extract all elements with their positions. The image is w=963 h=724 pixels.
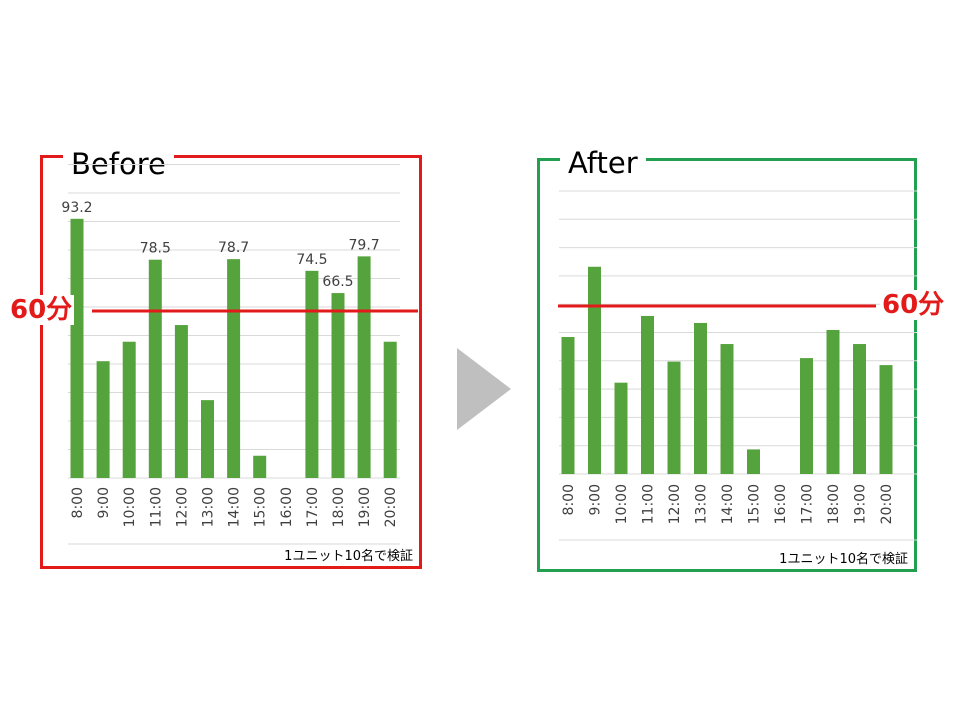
before-threshold-label: 60分 xyxy=(8,295,75,325)
after-bar xyxy=(720,344,734,474)
before-tick-label: 11:00 xyxy=(148,487,164,527)
after-tick-label: 20:00 xyxy=(879,484,895,524)
after-bar xyxy=(747,449,760,474)
before-bar xyxy=(253,455,267,478)
before-tick-label: 9:00 xyxy=(96,487,112,518)
after-bar xyxy=(879,365,893,474)
after-tick-label: 16:00 xyxy=(773,484,789,524)
before-note: 1ユニット10名で検証 xyxy=(284,549,413,564)
before-title: Before xyxy=(63,148,174,180)
before-bar xyxy=(174,325,188,478)
before-bar xyxy=(122,341,136,478)
after-tick-label: 13:00 xyxy=(694,484,710,524)
arrow-right-icon xyxy=(457,348,511,430)
before-data-label: 78.5 xyxy=(140,241,171,257)
before-tick-label: 8:00 xyxy=(70,487,86,518)
before-bar xyxy=(305,270,319,478)
before-tick-label: 18:00 xyxy=(331,487,347,527)
before-tick-label: 10:00 xyxy=(122,487,138,527)
before-bar xyxy=(96,361,110,478)
before-tick-label: 15:00 xyxy=(253,487,269,527)
after-bar xyxy=(561,337,575,474)
before-data-label: 93.2 xyxy=(61,200,92,216)
before-bar xyxy=(383,341,397,478)
before-bar xyxy=(148,259,162,478)
after-bar xyxy=(614,382,628,474)
after-tick-label: 15:00 xyxy=(747,484,763,524)
after-note: 1ユニット10名で検証 xyxy=(779,552,908,567)
after-threshold-label: 60分 xyxy=(880,290,947,320)
after-tick-label: 10:00 xyxy=(614,484,630,524)
after-bar xyxy=(853,344,866,474)
after-bar xyxy=(588,266,601,474)
after-tick-label: 8:00 xyxy=(561,484,577,515)
before-data-label: 66.5 xyxy=(322,274,353,290)
before-data-label: 74.5 xyxy=(296,252,327,268)
after-tick-label: 18:00 xyxy=(826,484,842,524)
before-data-label: 78.7 xyxy=(218,240,249,256)
before-tick-label: 20:00 xyxy=(383,487,399,527)
before-bar xyxy=(227,259,241,478)
before-tick-label: 12:00 xyxy=(174,487,190,527)
before-tick-label: 16:00 xyxy=(279,487,295,527)
after-tick-label: 14:00 xyxy=(720,484,736,524)
after-bar xyxy=(667,361,681,474)
after-title: After xyxy=(560,147,646,179)
before-bar xyxy=(201,400,214,478)
before-tick-label: 17:00 xyxy=(305,487,321,527)
before-bar xyxy=(331,293,345,478)
after-bar xyxy=(800,358,813,474)
after-panel: After 1ユニット10名で検証 xyxy=(537,147,917,572)
before-bar xyxy=(357,256,371,478)
before-data-label: 79.7 xyxy=(349,237,380,253)
before-panel: Before 1ユニット10名で検証 xyxy=(40,148,422,569)
after-tick-label: 19:00 xyxy=(853,484,869,524)
after-bar xyxy=(826,329,840,474)
after-tick-label: 11:00 xyxy=(641,484,657,524)
before-bar xyxy=(70,218,84,478)
before-tick-label: 19:00 xyxy=(357,487,373,527)
after-tick-label: 17:00 xyxy=(800,484,816,524)
after-tick-label: 12:00 xyxy=(667,484,683,524)
after-tick-label: 9:00 xyxy=(588,484,604,515)
before-tick-label: 14:00 xyxy=(227,487,243,527)
after-bar xyxy=(641,315,654,474)
after-bar xyxy=(694,322,707,474)
before-tick-label: 13:00 xyxy=(201,487,217,527)
